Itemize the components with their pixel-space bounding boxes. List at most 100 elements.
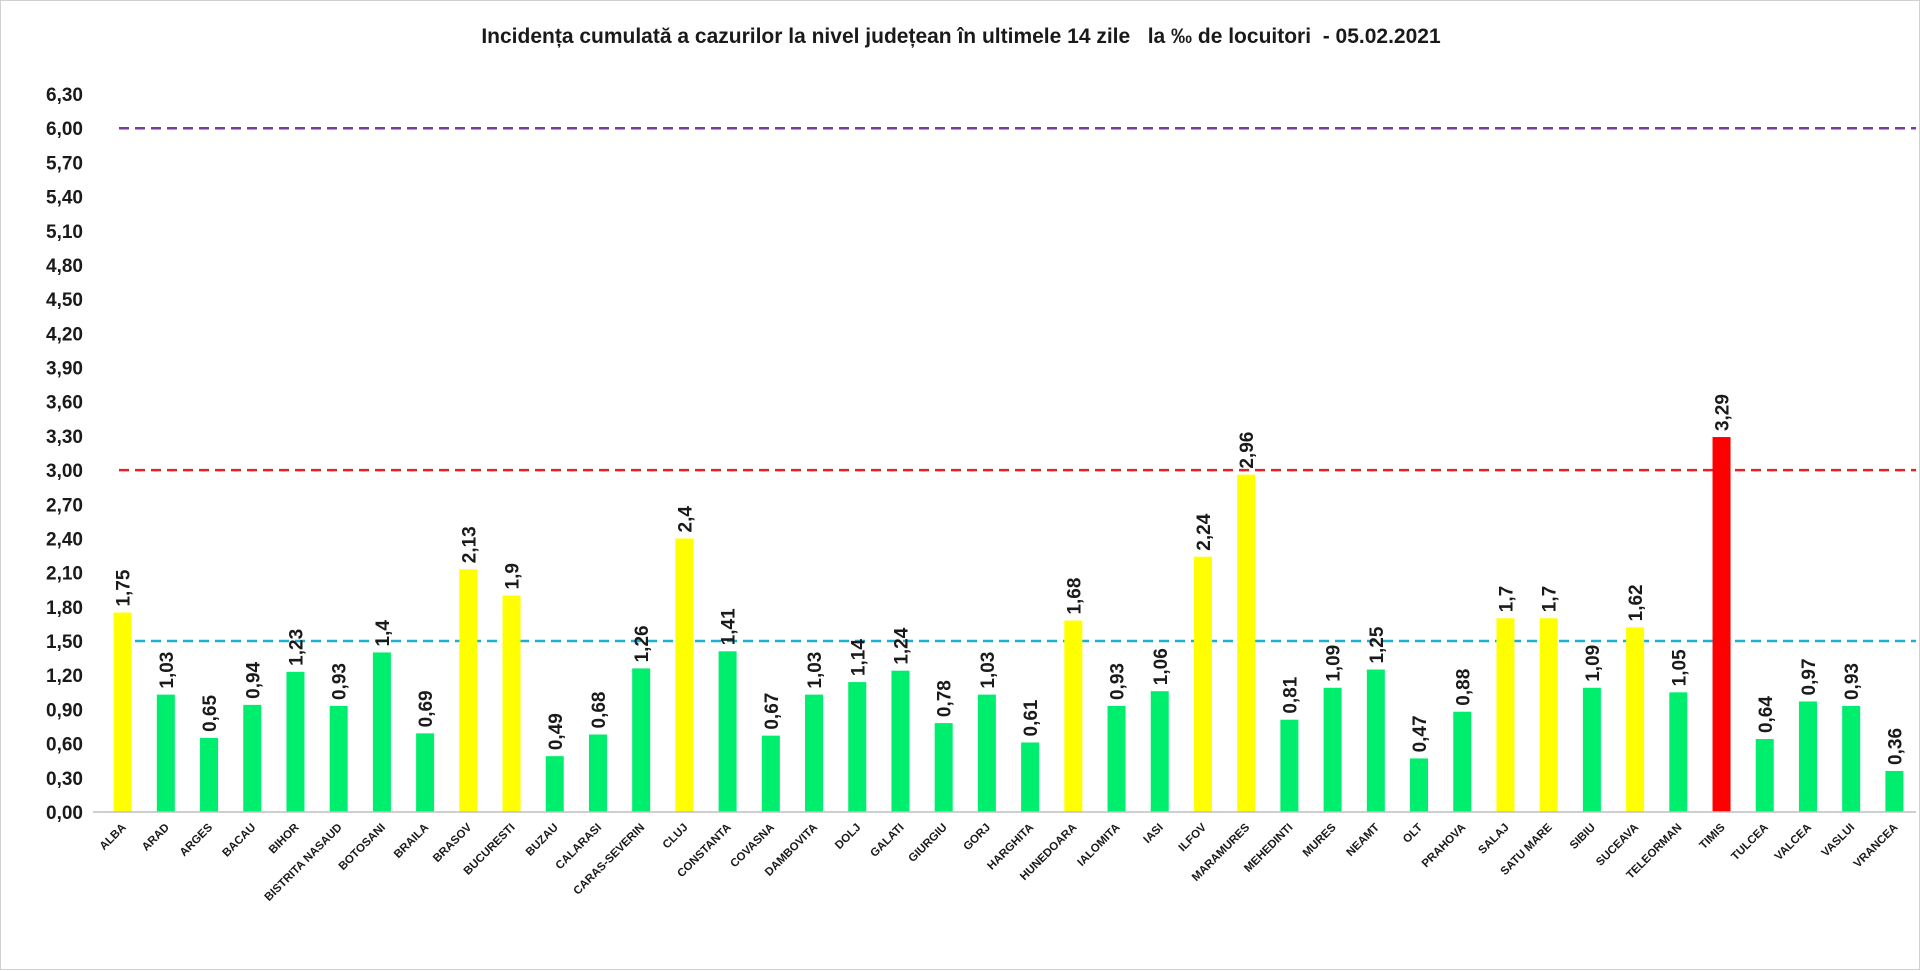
y-tick-label: 4,50 [46,290,83,311]
bar [761,735,780,812]
x-tick-label: TULCEA [1729,822,1770,863]
bar [891,670,910,812]
data-label: 1,41 [719,608,740,645]
data-label: 3,29 [1713,394,1734,431]
data-labels: 1,75 1,03 0,65 0,94 1,23 0,93 1,4 0,69 2,13 1,9 0,… [114,394,1907,765]
y-tick-label: 5,40 [46,188,83,209]
y-tick-label: 3,30 [46,427,83,448]
x-tick-label: IALOMITA [1075,822,1122,869]
y-tick-label: 3,00 [46,461,83,482]
y-tick-label: 3,60 [46,393,83,414]
y-tick-label: 0,60 [46,735,83,756]
data-label: 0,65 [200,695,221,732]
data-label: 0,67 [762,693,783,730]
data-label: 0,36 [1885,728,1906,765]
data-label: 0,93 [1108,663,1129,700]
y-tick-label: 1,80 [46,598,83,619]
x-tick-label: ILFOV [1177,821,1210,854]
chart-title: Incidența cumulată a cazurilor la nivel … [481,25,1441,48]
data-label: 1,14 [848,639,869,676]
x-tick-label: CLUJ [661,822,691,852]
x-tick-label: SALAJ [1476,822,1511,857]
x-tick-label: OLT [1401,822,1425,846]
bar [718,651,737,812]
x-tick-label: BIHOR [267,821,302,856]
data-label: 1,06 [1151,648,1172,685]
data-label: 0,93 [330,663,351,700]
data-label: 2,24 [1194,513,1215,550]
x-tick-label: SUCEAVA [1594,822,1641,869]
bars [113,437,1904,812]
y-tick-label: 5,70 [46,153,83,174]
y-tick-label: 0,30 [46,769,83,790]
x-tick-label: ARGES [178,821,216,859]
x-tick-label: VRANCEA [1852,822,1901,871]
bar [286,671,305,812]
data-label: 1,25 [1367,626,1388,663]
bar [545,756,564,812]
x-tick-label: GIURGIU [907,822,950,865]
bar [1755,739,1774,812]
bar [372,652,391,812]
data-label: 0,78 [935,680,956,717]
data-label: 0,81 [1280,676,1301,713]
x-tick-label: BRAILA [392,822,431,861]
x-tick-label: BISTRITA NASAUD [263,822,345,904]
x-tick-label: VALCEA [1773,822,1814,863]
bar [1669,692,1688,812]
data-label: 0,49 [546,713,567,750]
bar [1280,719,1299,812]
bar [1842,706,1861,812]
bar [1626,627,1645,812]
data-label: 1,09 [1324,645,1345,682]
y-tick-label: 3,90 [46,359,83,380]
bar [1193,556,1212,812]
x-tick-label: DOLJ [833,822,863,852]
x-tick-label: BOTOSANI [337,822,388,873]
data-label: 1,26 [632,625,653,662]
bar [1107,706,1126,812]
x-tick-label: VASLUI [1820,822,1858,860]
data-label: 0,93 [1842,663,1863,700]
bar [1582,687,1601,812]
bar [1366,669,1385,812]
data-label: 1,03 [978,652,999,689]
data-label: 1,75 [114,569,135,606]
bar [1712,437,1731,812]
x-tick-label: ARAD [140,822,172,854]
data-label: 0,94 [243,661,264,698]
y-tick-label: 1,50 [46,632,83,653]
data-label: 1,23 [286,629,307,666]
bar [848,682,867,812]
bar [113,612,132,812]
x-tick-label: SIBIU [1568,822,1598,852]
data-label: 0,88 [1453,669,1474,706]
bar [1323,687,1342,812]
bar [156,694,175,812]
y-tick-label: 2,40 [46,529,83,550]
bar [632,668,651,812]
data-label: 0,68 [589,692,610,729]
bar [1798,701,1817,812]
bar [1496,618,1515,812]
data-label: 2,96 [1237,432,1258,469]
x-tick-label: BRASOV [431,821,475,865]
bar [1064,620,1083,812]
y-tick-label: 0,90 [46,700,83,721]
x-tick-label: PRAHOVA [1420,822,1469,871]
x-tick-label: GALATI [868,822,906,860]
x-tick-label: GORJ [961,822,993,854]
x-tick-label: NEAMT [1345,822,1382,859]
data-label: 0,61 [1021,699,1042,736]
y-tick-label: 1,20 [46,666,83,687]
x-tick-label: BUZAU [524,822,561,859]
bar [200,737,219,812]
bar [934,723,953,812]
y-tick-label: 4,80 [46,256,83,277]
data-label: 0,97 [1799,658,1820,695]
data-label: 1,62 [1626,584,1647,621]
bar [1885,770,1904,812]
data-label: 1,03 [805,652,826,689]
bar [1021,742,1040,812]
